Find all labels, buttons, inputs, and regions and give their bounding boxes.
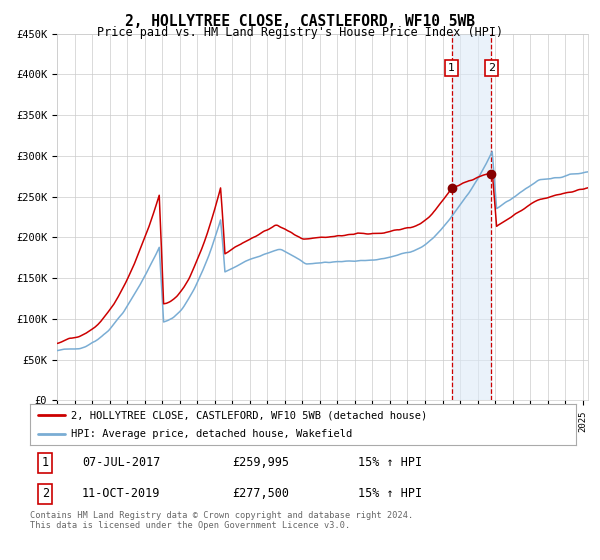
Text: 2: 2 [488,63,495,73]
Text: HPI: Average price, detached house, Wakefield: HPI: Average price, detached house, Wake… [71,429,352,439]
Text: 2, HOLLYTREE CLOSE, CASTLEFORD, WF10 5WB (detached house): 2, HOLLYTREE CLOSE, CASTLEFORD, WF10 5WB… [71,410,427,421]
Text: £259,995: £259,995 [232,456,289,469]
Text: 1: 1 [448,63,455,73]
Bar [452,34,491,400]
Text: 11-OCT-2019: 11-OCT-2019 [82,487,160,501]
Text: Price paid vs. HM Land Registry's House Price Index (HPI): Price paid vs. HM Land Registry's House … [97,26,503,39]
Text: 2: 2 [42,487,49,501]
Text: £277,500: £277,500 [232,487,289,501]
Text: 15% ↑ HPI: 15% ↑ HPI [358,487,422,501]
Text: 07-JUL-2017: 07-JUL-2017 [82,456,160,469]
Text: 2, HOLLYTREE CLOSE, CASTLEFORD, WF10 5WB: 2, HOLLYTREE CLOSE, CASTLEFORD, WF10 5WB [125,14,475,29]
Text: 1: 1 [42,456,49,469]
Text: 15% ↑ HPI: 15% ↑ HPI [358,456,422,469]
Text: Contains HM Land Registry data © Crown copyright and database right 2024.
This d: Contains HM Land Registry data © Crown c… [30,511,413,530]
